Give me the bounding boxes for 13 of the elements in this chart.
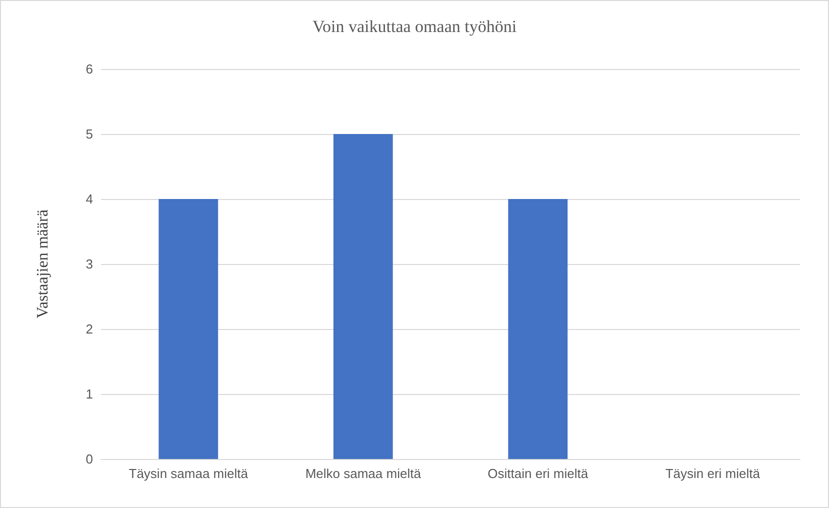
y-tick-label: 6 [86, 62, 93, 76]
x-tick-label: Täysin samaa mieltä [128, 466, 249, 481]
y-tick-label: 0 [86, 452, 93, 466]
chart-title: Voin vaikuttaa omaan työhöni [312, 17, 517, 36]
y-tick-label: 5 [86, 126, 93, 142]
y-tick-label: 1 [86, 386, 93, 402]
y-tick-label: 3 [86, 256, 93, 272]
x-tick-label: Osittain eri mieltä [488, 466, 589, 481]
x-tick-label: Melko samaa mieltä [305, 466, 422, 481]
y-tick-label: 4 [86, 192, 93, 206]
y-axis-title: Vastaajien määrä [34, 210, 52, 318]
y-tick-label: 2 [86, 322, 93, 336]
x-tick-label: Täysin eri mieltä [665, 466, 761, 481]
